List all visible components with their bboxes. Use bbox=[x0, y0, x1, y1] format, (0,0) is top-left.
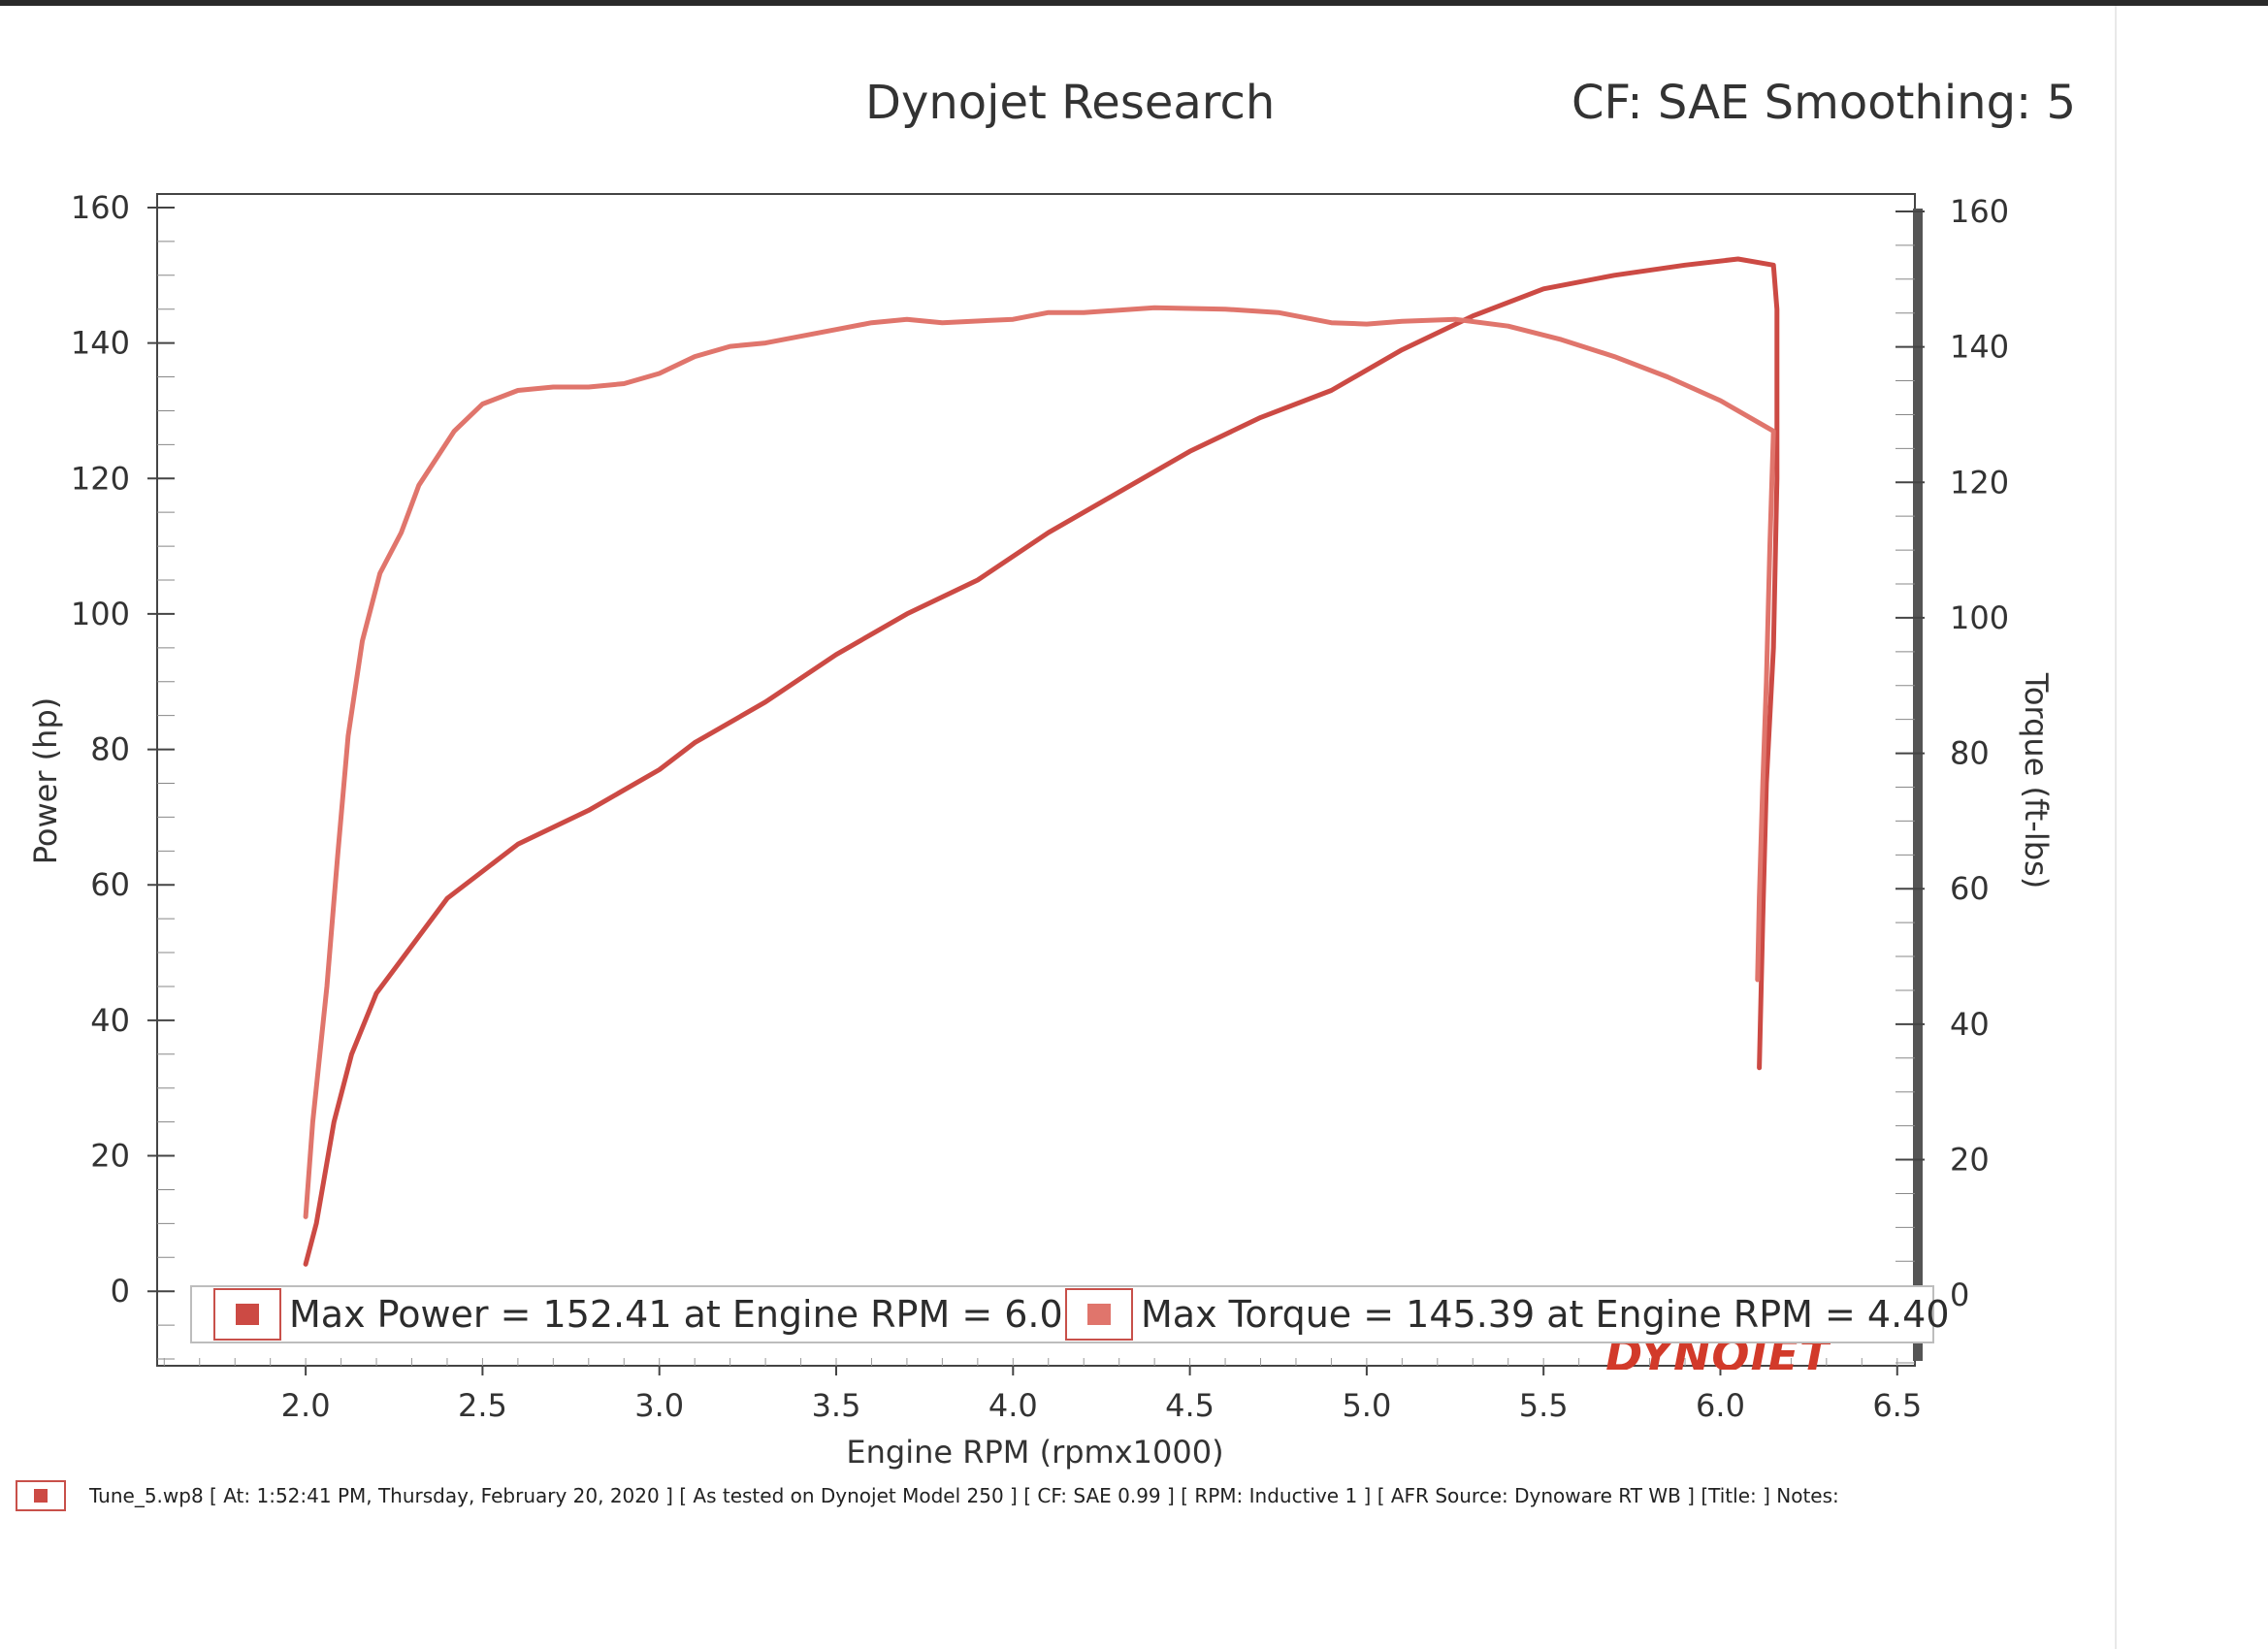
legend-item-torque: Max Torque = 145.39 at Engine RPM = 4.40 bbox=[1065, 1288, 1950, 1341]
chart-settings: CF: SAE Smoothing: 5 bbox=[1571, 76, 2077, 130]
scan-right-edge bbox=[2115, 6, 2117, 1649]
y2-tick-label: 80 bbox=[1950, 735, 1990, 772]
torque-swatch-box bbox=[1065, 1288, 1133, 1341]
run-info-footer: Tune_5.wp8 [ At: 1:52:41 PM, Thursday, F… bbox=[16, 1480, 1839, 1511]
y-tick-label: 0 bbox=[111, 1273, 130, 1310]
y-tick-label: 40 bbox=[90, 1002, 130, 1039]
x-tick-label: 6.0 bbox=[1696, 1387, 1745, 1424]
power-swatch-box bbox=[213, 1288, 281, 1341]
y-tick-label: 60 bbox=[90, 866, 130, 903]
power-curve bbox=[303, 256, 1780, 1267]
y2-axis-label: Torque (ft-lbs) bbox=[2018, 672, 2055, 889]
power-swatch bbox=[236, 1304, 259, 1325]
series-layer bbox=[303, 256, 1780, 1267]
plot-area bbox=[156, 193, 1916, 1367]
dynojet-logo: DYNOJET bbox=[1605, 1341, 1831, 1370]
legend-item-power: Max Power = 152.41 at Engine RPM = 6.05 bbox=[213, 1288, 1086, 1341]
x-tick-label: 3.5 bbox=[812, 1387, 861, 1424]
tick-layer: 2.0 2.5 3.0 3.5 4.0 4.5 5.0 5.5 6.0 6.5 0 20 40 60 80 1… bbox=[71, 189, 2009, 1424]
x-axis-label: Engine RPM (rpmx1000) bbox=[846, 1434, 1223, 1471]
plot-right-shadow bbox=[1913, 209, 1923, 1361]
y2-tick-label: 60 bbox=[1950, 870, 1990, 907]
x-tick-label: 3.0 bbox=[634, 1387, 684, 1424]
x-tick-label: 2.5 bbox=[458, 1387, 507, 1424]
y2-tick-label: 40 bbox=[1950, 1006, 1990, 1043]
plot-frame bbox=[156, 193, 1923, 1367]
footer-swatch bbox=[34, 1489, 48, 1503]
y-tick-label: 20 bbox=[90, 1138, 130, 1175]
run-info-text: Tune_5.wp8 [ At: 1:52:41 PM, Thursday, F… bbox=[89, 1484, 1839, 1507]
y2-tick-label: 20 bbox=[1950, 1142, 1990, 1179]
x-tick-label: 4.0 bbox=[988, 1387, 1038, 1424]
x-tick-label: 5.0 bbox=[1342, 1387, 1391, 1424]
y2-tick-label: 160 bbox=[1950, 193, 2009, 230]
y-tick-label: 100 bbox=[71, 596, 130, 632]
y2-tick-label: 0 bbox=[1950, 1277, 1969, 1313]
footer-swatch-box bbox=[16, 1480, 66, 1511]
torque-curve bbox=[303, 305, 1776, 1219]
x-tick-label: 4.5 bbox=[1165, 1387, 1215, 1424]
y2-tick-label: 100 bbox=[1950, 599, 2009, 636]
y2-tick-label: 140 bbox=[1950, 329, 2009, 366]
chart-title: Dynojet Research bbox=[865, 76, 1276, 130]
torque-swatch bbox=[1087, 1304, 1111, 1325]
y-axis-label: Power (hp) bbox=[27, 697, 64, 864]
x-tick-label: 6.5 bbox=[1872, 1387, 1922, 1424]
x-tick-label: 5.5 bbox=[1519, 1387, 1569, 1424]
legend: Max Power = 152.41 at Engine RPM = 6.05 … bbox=[190, 1285, 1950, 1343]
legend-torque-label: Max Torque = 145.39 at Engine RPM = 4.40 bbox=[1141, 1293, 1950, 1336]
y2-tick-label: 120 bbox=[1950, 464, 2009, 501]
scan-top-edge bbox=[0, 0, 2268, 6]
y-tick-label: 80 bbox=[90, 731, 130, 768]
y-tick-label: 120 bbox=[71, 460, 130, 497]
x-tick-label: 2.0 bbox=[281, 1387, 331, 1424]
y-tick-label: 140 bbox=[71, 325, 130, 362]
y-tick-label: 160 bbox=[71, 189, 130, 226]
legend-power-label: Max Power = 152.41 at Engine RPM = 6.05 bbox=[289, 1293, 1086, 1336]
